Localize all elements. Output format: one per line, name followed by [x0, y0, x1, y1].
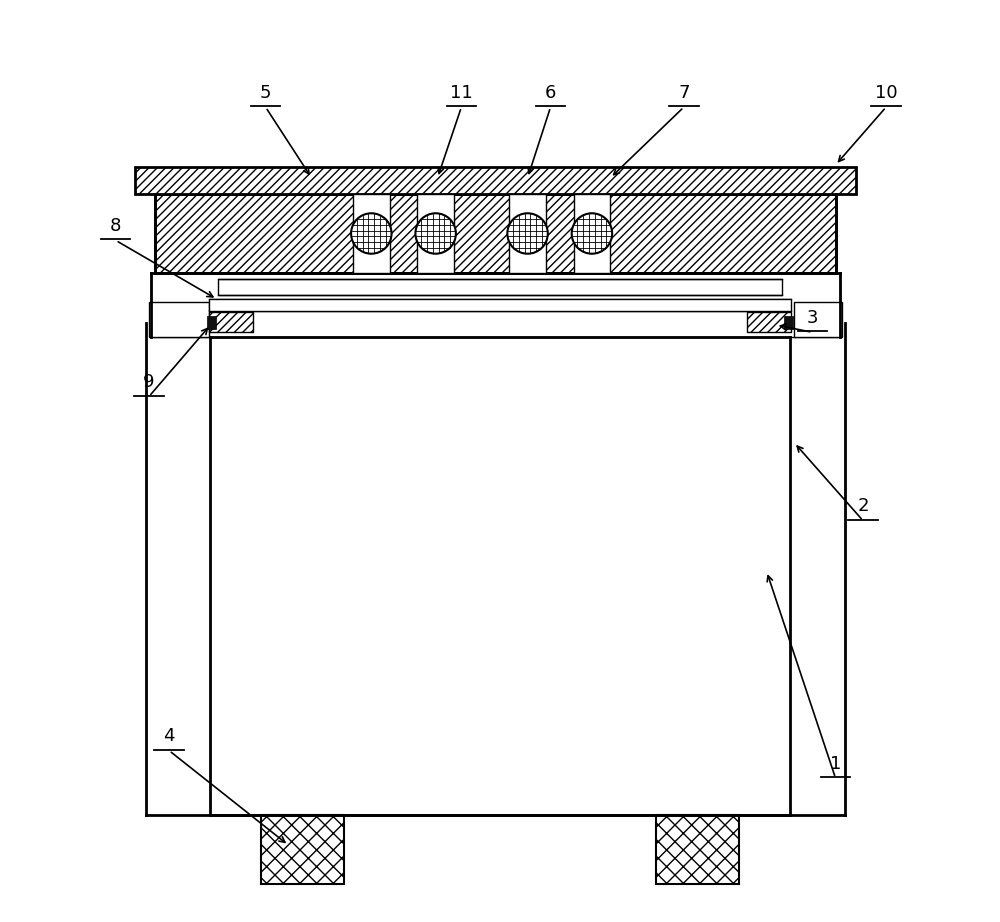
- Bar: [207, 315, 216, 328]
- Text: 4: 4: [163, 727, 175, 745]
- Text: 3: 3: [807, 309, 818, 326]
- Bar: [209, 312, 253, 332]
- Bar: [747, 312, 791, 332]
- Bar: [784, 315, 793, 328]
- Circle shape: [572, 213, 612, 254]
- Bar: [417, 195, 454, 273]
- Bar: [209, 300, 791, 311]
- Bar: [135, 167, 856, 195]
- Bar: [218, 279, 782, 295]
- Text: 6: 6: [545, 84, 556, 101]
- Text: 1: 1: [830, 754, 841, 773]
- Bar: [509, 195, 546, 273]
- Bar: [353, 195, 390, 273]
- Bar: [353, 195, 390, 273]
- Bar: [509, 195, 546, 273]
- Text: 7: 7: [678, 84, 690, 101]
- Bar: [794, 301, 842, 337]
- Bar: [151, 273, 840, 337]
- Circle shape: [351, 213, 392, 254]
- Circle shape: [507, 213, 548, 254]
- Text: 8: 8: [110, 217, 121, 235]
- Text: 10: 10: [875, 84, 897, 101]
- Bar: [261, 815, 344, 884]
- Bar: [149, 301, 209, 337]
- Bar: [417, 195, 454, 273]
- Circle shape: [415, 213, 456, 254]
- Text: 2: 2: [857, 497, 869, 515]
- Bar: [656, 815, 739, 884]
- Text: 9: 9: [143, 373, 155, 391]
- Text: 11: 11: [450, 84, 473, 101]
- Text: 5: 5: [260, 84, 271, 101]
- Bar: [574, 195, 610, 273]
- Bar: [574, 195, 610, 273]
- Bar: [155, 195, 836, 273]
